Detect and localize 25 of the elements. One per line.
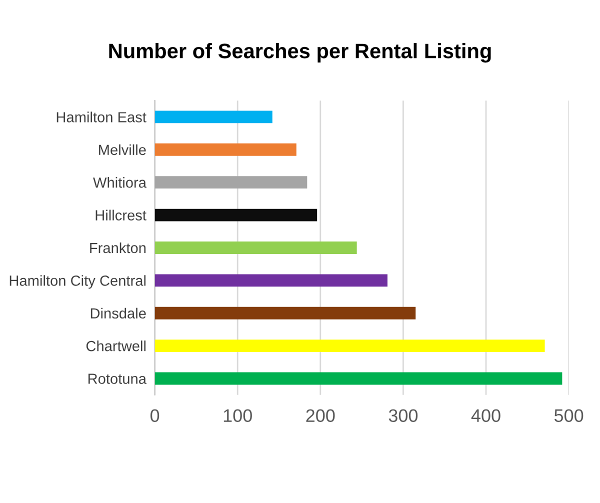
y-tick-label: Hamilton East: [56, 112, 146, 122]
y-tick-label: Melville: [99, 144, 146, 156]
x-tick-label: 100: [224, 409, 252, 422]
bar: [154, 274, 388, 287]
y-tick-label: Rototuna: [88, 374, 146, 384]
x-tick-label: 300: [388, 409, 418, 422]
x-tick-label: 400: [471, 409, 500, 422]
y-tick-label: Hillcrest: [96, 210, 146, 220]
bar: [154, 372, 562, 385]
x-tick-label: 500: [554, 409, 584, 422]
bar: [154, 143, 296, 156]
bar: [154, 306, 416, 320]
bar: [154, 340, 545, 352]
bar: [154, 208, 318, 222]
y-tick-label: Hamilton City Central: [10, 275, 146, 289]
y-tick-label: Frankton: [90, 242, 146, 254]
y-tick-label: Chartwell: [86, 340, 146, 352]
y-tick-label: Dinsdale: [90, 308, 146, 319]
y-tick-label: Whitiora: [93, 177, 146, 188]
bar: [154, 110, 272, 124]
x-tick-label: 200: [306, 409, 335, 422]
chart-title: Number of Searches per Rental Listing: [109, 43, 491, 63]
x-tick-label: 0: [150, 409, 160, 422]
bar: [154, 242, 357, 254]
bar: [154, 176, 308, 189]
